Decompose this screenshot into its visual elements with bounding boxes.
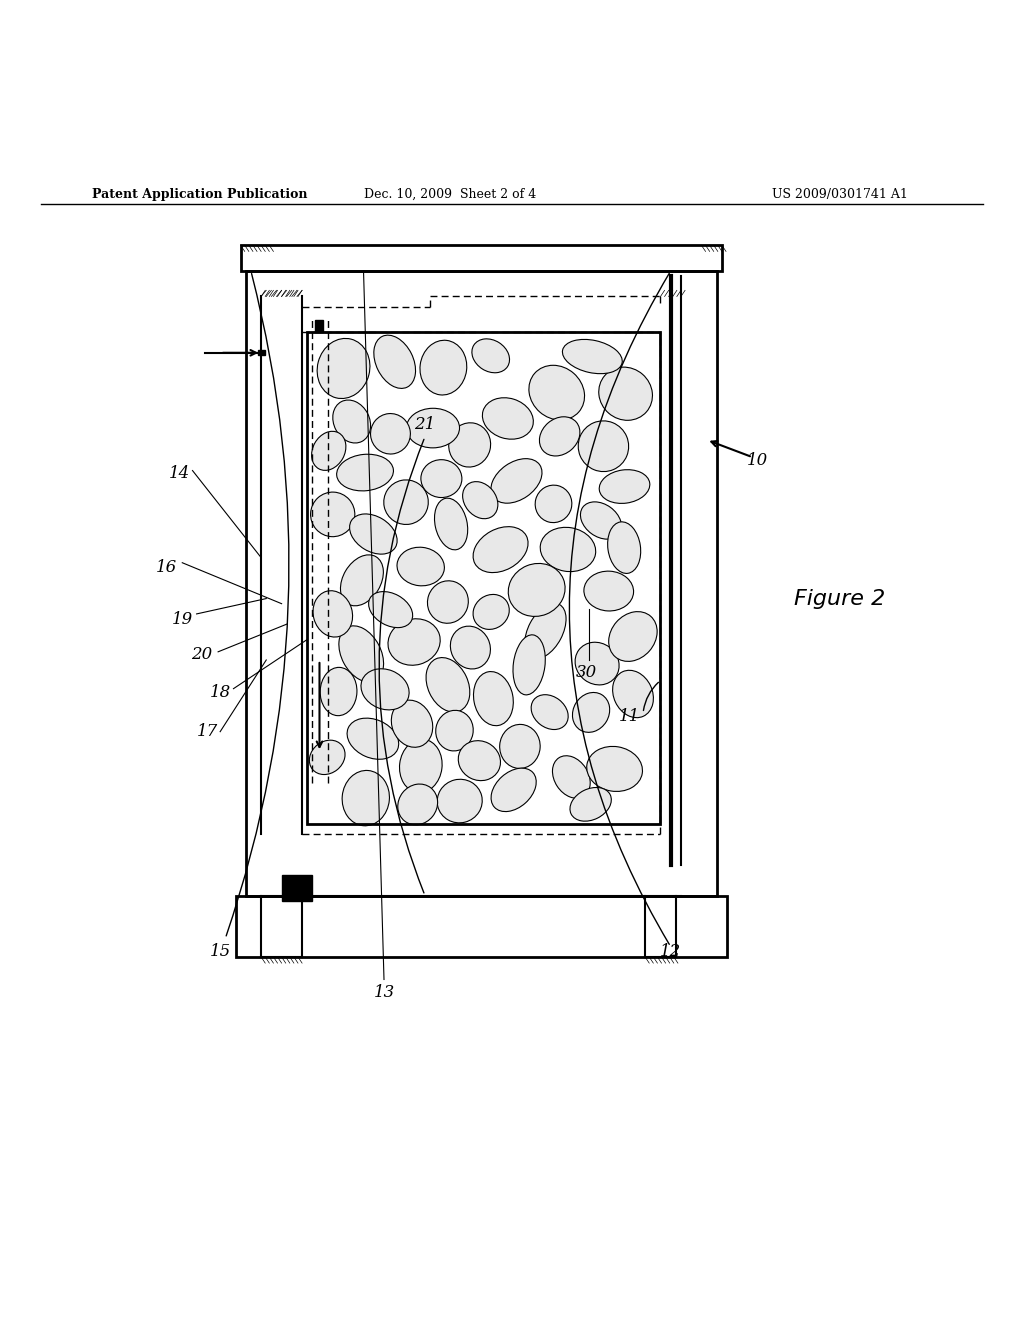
Ellipse shape <box>340 554 383 606</box>
Ellipse shape <box>508 564 565 616</box>
Text: Patent Application Publication: Patent Application Publication <box>92 187 307 201</box>
Text: US 2009/0301741 A1: US 2009/0301741 A1 <box>772 187 907 201</box>
Ellipse shape <box>407 408 460 447</box>
Ellipse shape <box>333 400 371 444</box>
Ellipse shape <box>397 548 444 586</box>
Text: 15: 15 <box>210 944 230 961</box>
Ellipse shape <box>531 694 568 730</box>
Ellipse shape <box>579 421 629 471</box>
Ellipse shape <box>575 643 620 685</box>
Ellipse shape <box>599 470 650 503</box>
Text: 16: 16 <box>157 560 177 577</box>
Ellipse shape <box>463 482 498 519</box>
Text: 14: 14 <box>169 465 189 482</box>
Ellipse shape <box>310 492 355 537</box>
Ellipse shape <box>420 341 467 395</box>
Ellipse shape <box>369 591 413 627</box>
Ellipse shape <box>451 626 490 669</box>
Ellipse shape <box>339 626 384 682</box>
Ellipse shape <box>313 591 352 638</box>
Ellipse shape <box>321 668 357 715</box>
Ellipse shape <box>472 339 510 372</box>
Ellipse shape <box>528 366 585 420</box>
Ellipse shape <box>309 741 345 775</box>
Text: 19: 19 <box>172 611 193 627</box>
Text: 10: 10 <box>748 451 768 469</box>
Ellipse shape <box>524 603 566 659</box>
Ellipse shape <box>384 480 428 524</box>
Ellipse shape <box>473 672 513 726</box>
Text: 13: 13 <box>374 985 394 1002</box>
Ellipse shape <box>473 594 509 630</box>
Ellipse shape <box>342 771 389 826</box>
Ellipse shape <box>570 788 611 821</box>
Ellipse shape <box>317 338 370 399</box>
Bar <box>282 875 312 900</box>
Ellipse shape <box>513 635 546 694</box>
Ellipse shape <box>473 527 528 573</box>
Ellipse shape <box>540 417 580 455</box>
Ellipse shape <box>449 422 490 467</box>
Ellipse shape <box>436 710 473 751</box>
Ellipse shape <box>371 413 411 454</box>
Ellipse shape <box>572 693 609 733</box>
Ellipse shape <box>311 432 346 470</box>
Ellipse shape <box>541 527 596 572</box>
Ellipse shape <box>399 739 442 793</box>
Ellipse shape <box>459 741 501 780</box>
Ellipse shape <box>388 619 440 665</box>
Ellipse shape <box>612 671 653 718</box>
Ellipse shape <box>374 335 416 388</box>
Text: 17: 17 <box>198 723 218 741</box>
Bar <box>258 350 265 355</box>
Text: 30: 30 <box>577 664 597 681</box>
Text: 12: 12 <box>660 944 681 961</box>
Ellipse shape <box>490 458 542 503</box>
Ellipse shape <box>421 459 462 498</box>
Text: Dec. 10, 2009  Sheet 2 of 4: Dec. 10, 2009 Sheet 2 of 4 <box>365 187 537 201</box>
Ellipse shape <box>608 611 657 661</box>
Ellipse shape <box>426 657 470 711</box>
Ellipse shape <box>500 725 541 768</box>
Ellipse shape <box>347 718 398 759</box>
Ellipse shape <box>562 339 623 374</box>
Text: Figure 2: Figure 2 <box>794 589 886 609</box>
Ellipse shape <box>584 572 634 611</box>
Ellipse shape <box>349 513 397 554</box>
Ellipse shape <box>427 581 468 623</box>
Ellipse shape <box>587 746 642 792</box>
Ellipse shape <box>437 779 482 822</box>
Ellipse shape <box>536 486 571 523</box>
Ellipse shape <box>337 454 393 491</box>
Ellipse shape <box>361 669 410 710</box>
Text: 11: 11 <box>620 708 640 725</box>
Ellipse shape <box>581 502 622 539</box>
Ellipse shape <box>492 768 537 812</box>
Text: 20: 20 <box>191 647 212 664</box>
Text: 18: 18 <box>210 684 230 701</box>
Ellipse shape <box>397 784 437 825</box>
Ellipse shape <box>599 367 652 420</box>
Ellipse shape <box>434 498 468 550</box>
Ellipse shape <box>482 397 534 440</box>
Bar <box>315 319 323 333</box>
Ellipse shape <box>553 756 590 799</box>
Ellipse shape <box>607 521 641 573</box>
Text: 21: 21 <box>415 416 435 433</box>
Ellipse shape <box>391 700 433 747</box>
